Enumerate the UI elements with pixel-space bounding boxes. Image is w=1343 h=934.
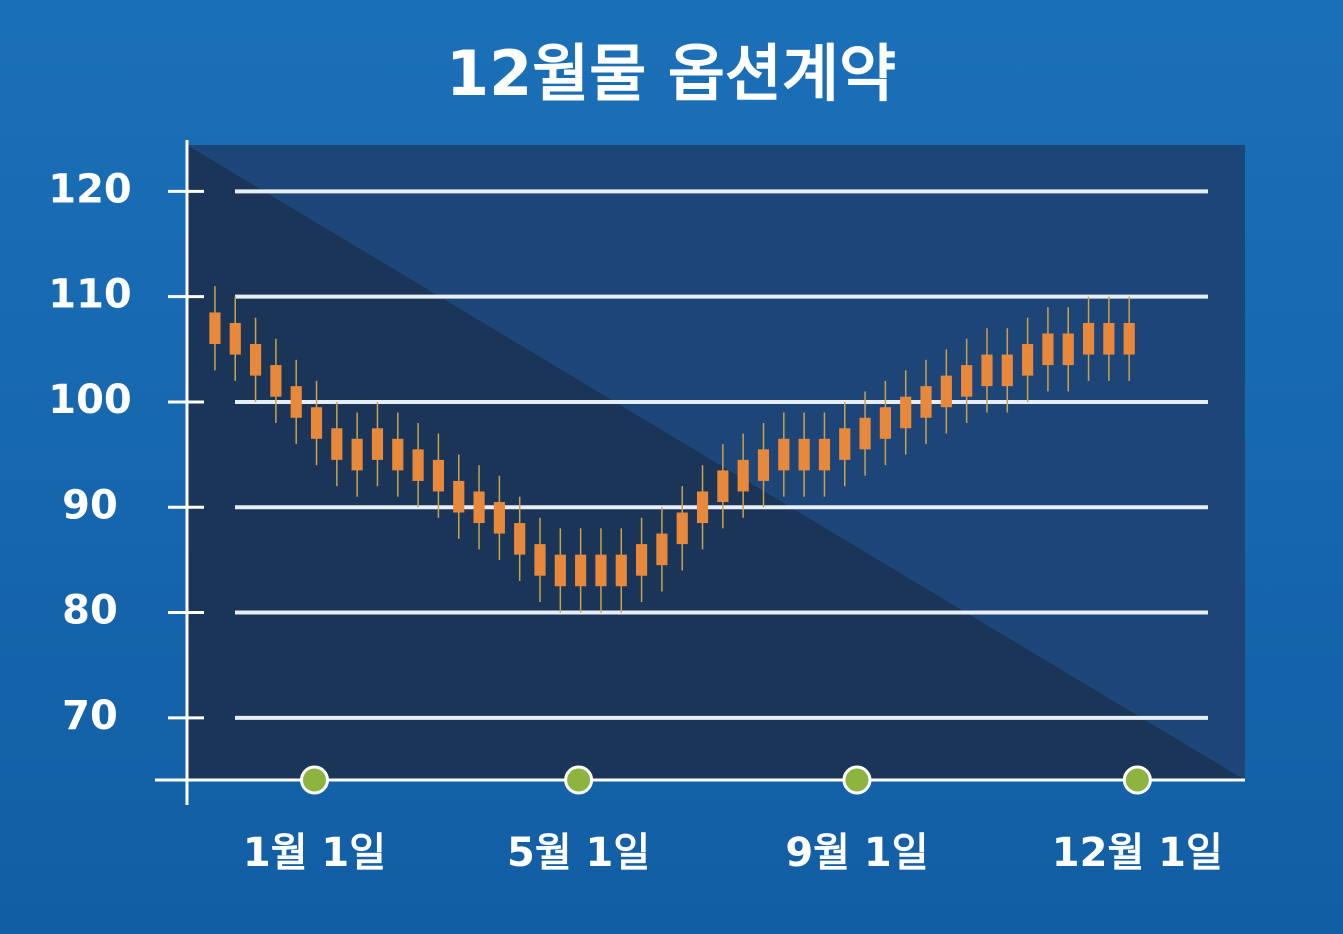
candle-body (270, 365, 282, 397)
y-tick-label: 120 (48, 166, 132, 212)
x-tick-dot (1122, 765, 1152, 795)
x-tick-label: 1월 1일 (243, 830, 386, 876)
candle-body (453, 480, 465, 513)
candle-body (798, 438, 810, 471)
y-tick-label: 70 (62, 693, 118, 739)
candle-body (290, 386, 302, 418)
candle-body (1062, 333, 1074, 366)
candle-body (473, 491, 485, 524)
candle-body (696, 491, 709, 524)
x-tick-dot (299, 765, 329, 795)
y-tick-label: 110 (48, 272, 132, 318)
candle-body (615, 554, 627, 587)
candle-body (1022, 344, 1034, 376)
candle-body (554, 554, 566, 587)
candle-body (331, 428, 343, 460)
candle-body (1103, 322, 1115, 355)
candle-body (575, 554, 587, 587)
candle-body (757, 449, 770, 481)
y-tick-label: 80 (62, 588, 118, 634)
candle-body (839, 428, 851, 460)
candle-body (859, 417, 871, 450)
candle-body (209, 312, 221, 345)
candle-body (656, 533, 668, 566)
x-tick-label: 5월 1일 (507, 830, 650, 876)
x-tick-label: 9월 1일 (785, 830, 928, 876)
candle-body (432, 459, 445, 492)
candle-body (879, 407, 891, 439)
candle-body (371, 428, 384, 460)
candle-body (412, 449, 424, 481)
x-tick-dot (564, 765, 594, 795)
candle-body (493, 501, 505, 534)
panel-shade (187, 145, 1245, 780)
candle-body (737, 459, 749, 492)
chart-layer (209, 189, 1208, 720)
candle-body (534, 544, 546, 576)
y-tick-label: 90 (62, 482, 118, 528)
chart-title: 12월물 옵션계약 (446, 37, 896, 110)
candle-body (595, 554, 607, 587)
candle-body (392, 438, 404, 471)
candle-body (818, 438, 831, 471)
x-tick-label: 12월 1일 (1052, 830, 1223, 876)
candle-body (351, 438, 363, 471)
candle-body (900, 396, 912, 429)
candle-body (249, 344, 262, 376)
x-tick-dot (842, 765, 872, 795)
candle-body (717, 470, 729, 502)
candle-body (676, 512, 688, 545)
y-tick-label: 100 (48, 377, 132, 423)
candle-body (1082, 322, 1095, 355)
candle-body (1001, 354, 1013, 387)
candle-body (920, 386, 932, 418)
candle-body (778, 438, 790, 471)
candle-body (940, 375, 952, 408)
candle-body (229, 322, 241, 355)
candle-body (1123, 322, 1135, 355)
candle-body (961, 365, 973, 397)
candle-body (1042, 333, 1054, 366)
candle-body (310, 407, 323, 439)
candle-body (981, 354, 993, 387)
candle-body (636, 544, 648, 576)
candle-body (514, 523, 526, 555)
